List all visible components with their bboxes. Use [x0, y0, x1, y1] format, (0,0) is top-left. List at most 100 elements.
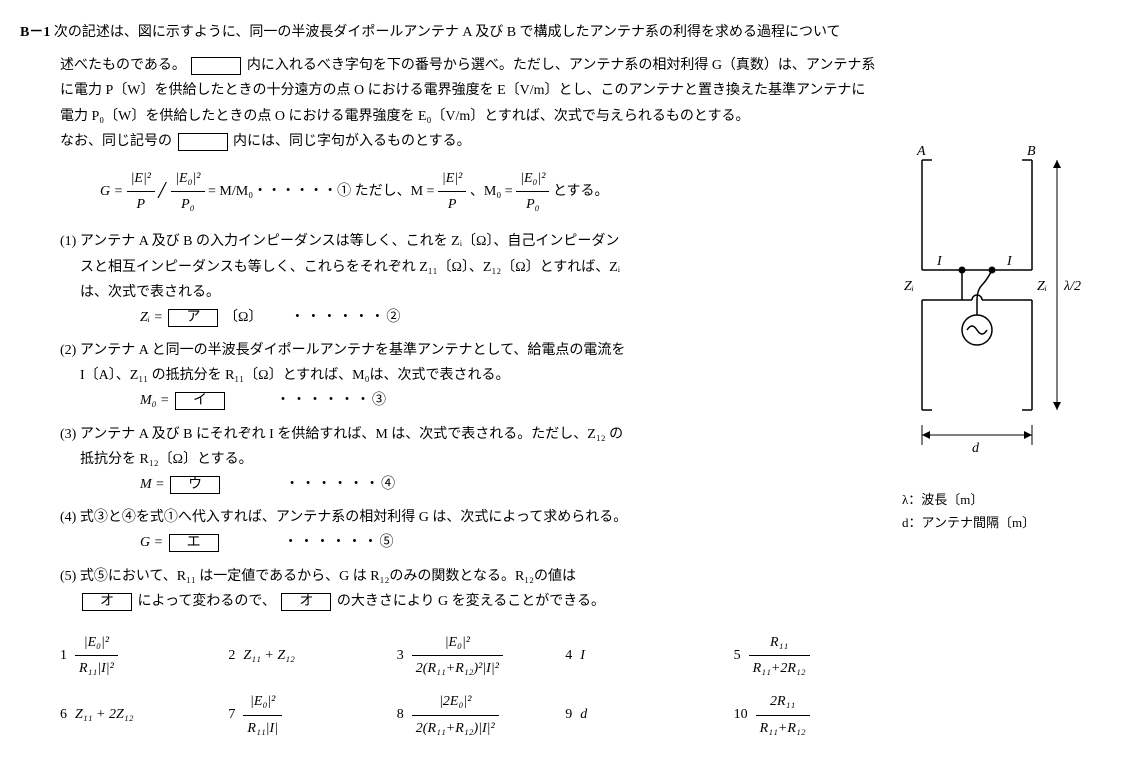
choice7-num-frac: |E₀|² — [243, 689, 282, 715]
intro-text: 述べたものである。 内に入れるべき字句を下の番号から選べ。ただし、アンテナ系の相… — [60, 53, 882, 154]
fig-label-d: d — [972, 441, 980, 456]
item3-eq-lhs: M = — [140, 477, 168, 492]
formula-comma: 、M₀ = — [470, 184, 516, 199]
choice-5: 5 R₁₁ R₁₁+2R₁₂ — [734, 630, 882, 681]
blank-box-intro2 — [178, 133, 228, 151]
item3-content: 抵抗分を R₁₂〔Ω〕とする。 — [80, 447, 882, 472]
choice10-frac: 2R₁₁ R₁₁+R₁₂ — [756, 689, 810, 740]
caption-lambda: λ：波長〔m〕 — [902, 488, 1122, 511]
item4-text1: 式③と④を式①へ代入すれば、アンテナ系の相対利得 G は、次式によって求められる… — [80, 510, 627, 525]
choice4-val: I — [580, 643, 585, 668]
item5-text1: 式⑤において、R₁₁ は一定値であるから、G は R₁₂のみの関数となる。R₁₂… — [80, 569, 576, 584]
item3-equation: M = ウ ・・・・・・④ — [140, 472, 882, 497]
item2-equation: M₀ = イ ・・・・・・③ — [140, 388, 882, 413]
choice7-num: 7 — [228, 702, 235, 727]
choice5-num: 5 — [734, 643, 741, 668]
choice1-frac: |E₀|² R₁₁|I|² — [75, 630, 118, 681]
intro-line1b: 述べたものである。 — [60, 58, 186, 73]
item2-dots: ・・・・・・③ — [276, 393, 388, 408]
blank-u: ウ — [170, 476, 220, 494]
formula-lhs: G = — [100, 184, 127, 199]
item2-num: (2) — [60, 343, 76, 358]
blank-box-intro — [191, 57, 241, 75]
item3-num: (3) — [60, 427, 76, 442]
frac2-num: |E₀|² — [171, 166, 204, 192]
item5-text3: の大きさにより G を変えることができる。 — [337, 594, 605, 609]
choice3-num: 3 — [397, 643, 404, 668]
choice-1: 1 |E₀|² R₁₁|I|² — [60, 630, 208, 681]
item1-equation: Zᵢ = ア 〔Ω〕 ・・・・・・② — [140, 305, 882, 330]
choice-3: 3 |E₀|² 2(R₁₁+R₁₂)²|I|² — [397, 630, 545, 681]
blank-o2: オ — [281, 593, 331, 611]
choice8-den-frac: 2(R₁₁+R₁₂)|I|² — [412, 716, 499, 741]
item4-equation: G = エ ・・・・・・⑤ — [140, 530, 882, 555]
choice-10: 10 2R₁₁ R₁₁+R₁₂ — [734, 689, 882, 740]
choice-6: 6 Z₁₁ + 2Z₁₂ — [60, 689, 208, 740]
item3-text2: 抵抗分を R₁₂〔Ω〕とする。 — [80, 452, 253, 467]
blank-a: ア — [168, 309, 218, 327]
item4-num: (4) — [60, 510, 76, 525]
item1-dots: ・・・・・・② — [290, 310, 402, 325]
choice-8: 8 |2E₀|² 2(R₁₁+R₁₂)|I|² — [397, 689, 545, 740]
fig-label-zi2: Zᵢ — [1037, 279, 1047, 294]
choice3-num-frac: |E₀|² — [412, 630, 503, 656]
main-content: B－1 次の記述は、図に示すように、同一の半波長ダイポールアンテナ A 及び B… — [20, 20, 882, 741]
fig-label-lambda: λ/2 — [1063, 279, 1081, 294]
choice6-num: 6 — [60, 702, 67, 727]
item4-eq-lhs: G = — [140, 535, 167, 550]
frac3-den: P — [438, 192, 466, 217]
choice6-val: Z₁₁ + 2Z₁₂ — [75, 702, 134, 727]
choice8-num-frac: |2E₀|² — [412, 689, 499, 715]
frac3: |E|² P — [438, 166, 466, 217]
item5-num: (5) — [60, 569, 76, 584]
problem-label: B－1 — [20, 25, 50, 40]
item1-text1: アンテナ A 及び B の入力インピーダンスは等しく、これを Zᵢ〔Ω〕、自己イ… — [80, 234, 620, 249]
intro-line2: に電力 P〔W〕を供給したときの十分遠方の点 O における電界強度を E〔V/m… — [60, 83, 865, 98]
item5-content: オ によって変わるので、 オ の大きさにより G を変えることができる。 — [80, 589, 882, 614]
slash: / — [159, 178, 172, 204]
choice-4: 4 I — [565, 630, 713, 681]
choice5-frac: R₁₁ R₁₁+2R₁₂ — [749, 630, 810, 681]
intro-line1a: 次の記述は、図に示すように、同一の半波長ダイポールアンテナ A 及び B で構成… — [54, 25, 841, 40]
fig-label-b: B — [1027, 144, 1036, 159]
item1-text2: スと相互インピーダンスも等しく、これらをそれぞれ Z₁₁〔Ω〕、Z₁₂〔Ω〕とす… — [80, 260, 620, 275]
item5-text2: によって変わるので、 — [138, 594, 276, 609]
item-5: (5) 式⑤において、R₁₁ は一定値であるから、G は R₁₂のみの関数となる… — [60, 564, 882, 614]
choice2-num: 2 — [228, 643, 235, 668]
frac4-den: P₀ — [516, 192, 549, 217]
item-1: (1) アンテナ A 及び B の入力インピーダンスは等しく、これを Zᵢ〔Ω〕… — [60, 229, 882, 330]
choice1-num-frac: |E₀|² — [75, 630, 118, 656]
item-4: (4) 式③と④を式①へ代入すれば、アンテナ系の相対利得 G は、次式によって求… — [60, 505, 882, 555]
choice2-val: Z₁₁ + Z₁₂ — [243, 643, 295, 668]
item1-text3: は、次式で表される。 — [80, 285, 220, 300]
choice1-num: 1 — [60, 643, 67, 668]
intro-line4b: 内には、同じ字句が入るものとする。 — [233, 134, 471, 149]
frac1-den: P — [127, 192, 155, 217]
item1-num: (1) — [60, 234, 76, 249]
item3-dots: ・・・・・・④ — [285, 477, 397, 492]
intro-line1c: 内に入れるべき字句を下の番号から選べ。ただし、アンテナ系の相対利得 G（真数）は… — [247, 58, 876, 73]
item2-eq-lhs: M₀ = — [140, 393, 173, 408]
choice9-num: 9 — [565, 702, 572, 727]
item1-eq-unit: 〔Ω〕 — [224, 310, 262, 325]
antenna-svg: A B I I Zᵢ Zᵢ λ/2 d — [902, 140, 1102, 460]
choice1-den-frac: R₁₁|I|² — [75, 656, 118, 681]
fig-caption: λ：波長〔m〕 d：アンテナ間隔〔m〕 — [902, 488, 1122, 535]
choice5-den-frac: R₁₁+2R₁₂ — [749, 656, 810, 681]
choice8-num: 8 — [397, 702, 404, 727]
intro-line3: 電力 P₀〔W〕を供給したときの点 O における電界強度を E₀〔V/m〕とすれ… — [60, 109, 749, 124]
choice9-val: d — [580, 702, 587, 727]
blank-o1: オ — [82, 593, 132, 611]
choice-9: 9 d — [565, 689, 713, 740]
choice10-num: 10 — [734, 702, 748, 727]
formula-eq: = M/M₀・・・・・・① ただし、M = — [208, 184, 438, 199]
choice7-den-frac: R₁₁|I| — [243, 716, 282, 741]
choice3-den-frac: 2(R₁₁+R₁₂)²|I|² — [412, 656, 503, 681]
fig-label-i2: I — [1006, 254, 1013, 269]
choice8-frac: |2E₀|² 2(R₁₁+R₁₂)|I|² — [412, 689, 499, 740]
frac3-num: |E|² — [438, 166, 466, 192]
fig-label-i1: I — [936, 254, 943, 269]
item2-text2: I〔A〕、Z₁₁ の抵抗分を R₁₁〔Ω〕とすれば、M₀は、次式で表される。 — [80, 368, 510, 383]
frac1: |E|² P — [127, 166, 155, 217]
frac1-num: |E|² — [127, 166, 155, 192]
